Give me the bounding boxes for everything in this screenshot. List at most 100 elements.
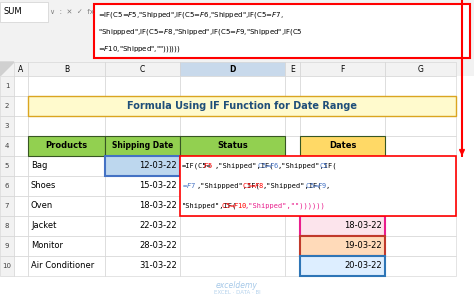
Bar <box>285 62 300 76</box>
Bar <box>94 4 470 58</box>
Bar <box>385 62 456 76</box>
Bar <box>180 256 285 276</box>
Text: 22-03-22: 22-03-22 <box>139 221 177 230</box>
Text: B: B <box>64 64 69 74</box>
Bar <box>0 216 14 236</box>
Text: ,"Shipped",IF(: ,"Shipped",IF( <box>215 163 274 169</box>
Text: 28-03-22: 28-03-22 <box>139 241 177 251</box>
Bar <box>180 196 285 216</box>
Text: =IF(C5=: =IF(C5= <box>182 163 212 169</box>
Bar <box>285 216 300 236</box>
Text: Air Conditioner: Air Conditioner <box>31 262 94 271</box>
Text: 5: 5 <box>5 163 9 169</box>
Bar <box>0 62 474 76</box>
Bar <box>180 236 285 256</box>
Bar <box>14 196 28 216</box>
Text: Dates: Dates <box>329 142 356 150</box>
Bar <box>285 116 300 136</box>
Text: C5=$F$9: C5=$F$9 <box>305 181 328 190</box>
Text: 15-03-22: 15-03-22 <box>139 181 177 190</box>
Text: F: F <box>340 64 345 74</box>
Text: 20-03-22: 20-03-22 <box>345 262 382 271</box>
Text: SUM: SUM <box>4 7 23 16</box>
Bar <box>285 96 300 116</box>
Bar <box>285 176 300 196</box>
Text: ,"Shipped",IF(: ,"Shipped",IF( <box>263 183 322 189</box>
Bar <box>180 76 285 96</box>
Text: Monitor: Monitor <box>31 241 63 251</box>
Text: Products: Products <box>46 142 88 150</box>
Bar <box>0 256 14 276</box>
Bar <box>14 156 28 176</box>
Bar <box>0 116 14 136</box>
Bar <box>385 96 456 116</box>
Text: Shipping Date: Shipping Date <box>112 142 173 150</box>
Text: 6: 6 <box>5 183 9 189</box>
Text: C5=$F$8: C5=$F$8 <box>242 181 264 190</box>
Text: 18-03-22: 18-03-22 <box>344 221 382 230</box>
Text: ,: , <box>326 183 330 189</box>
Text: 18-03-22: 18-03-22 <box>139 201 177 210</box>
Text: 12-03-22: 12-03-22 <box>139 162 177 170</box>
Bar <box>28 196 105 216</box>
Bar <box>105 76 180 96</box>
Bar <box>28 216 105 236</box>
Bar <box>285 136 300 156</box>
Bar <box>28 136 105 156</box>
Bar <box>14 236 28 256</box>
Bar <box>0 136 14 156</box>
Bar <box>300 216 385 236</box>
Bar <box>105 136 180 156</box>
Bar <box>105 196 180 216</box>
Text: C5=$F$6: C5=$F$6 <box>257 162 280 170</box>
Bar <box>28 96 105 116</box>
Text: A: A <box>18 64 24 74</box>
Bar <box>385 156 456 176</box>
Bar <box>385 136 456 156</box>
Text: G: G <box>418 64 423 74</box>
Bar <box>300 176 385 196</box>
Bar <box>105 236 180 256</box>
Bar <box>0 76 14 96</box>
Text: 2: 2 <box>5 103 9 109</box>
Bar <box>28 136 105 156</box>
Bar <box>14 136 28 156</box>
Text: Shoes: Shoes <box>31 181 56 190</box>
Bar <box>0 2 48 22</box>
Bar <box>300 256 385 276</box>
Bar <box>14 62 28 76</box>
Text: ,"Shipped","")))))): ,"Shipped","")))))) <box>245 203 326 209</box>
Bar <box>28 96 456 116</box>
Bar <box>14 176 28 196</box>
Bar <box>300 116 385 136</box>
Bar <box>105 156 180 176</box>
Bar <box>28 62 105 76</box>
Bar <box>0 236 14 256</box>
Bar <box>105 116 180 136</box>
Text: 9: 9 <box>5 243 9 249</box>
Text: 8: 8 <box>5 223 9 229</box>
Polygon shape <box>0 62 14 76</box>
Text: 7: 7 <box>5 203 9 209</box>
Bar <box>300 136 385 156</box>
Text: D: D <box>229 64 236 74</box>
Bar <box>105 96 180 116</box>
Text: C5=$F$10: C5=$F$10 <box>221 201 248 210</box>
Bar <box>385 116 456 136</box>
Bar <box>0 96 14 116</box>
Text: =$F$10,"Shipped","")))))): =$F$10,"Shipped","")))))) <box>98 44 181 54</box>
Bar <box>285 236 300 256</box>
Bar <box>300 216 385 236</box>
Bar <box>385 256 456 276</box>
Bar <box>285 256 300 276</box>
Bar <box>385 196 456 216</box>
FancyArrowPatch shape <box>460 150 464 156</box>
Bar <box>385 216 456 236</box>
Bar <box>300 156 385 176</box>
Bar <box>180 216 285 236</box>
Bar <box>0 0 474 62</box>
Text: EXCEL · DATA · BI: EXCEL · DATA · BI <box>214 291 260 296</box>
Bar <box>180 136 285 156</box>
Bar <box>105 156 180 176</box>
Bar <box>285 156 300 176</box>
